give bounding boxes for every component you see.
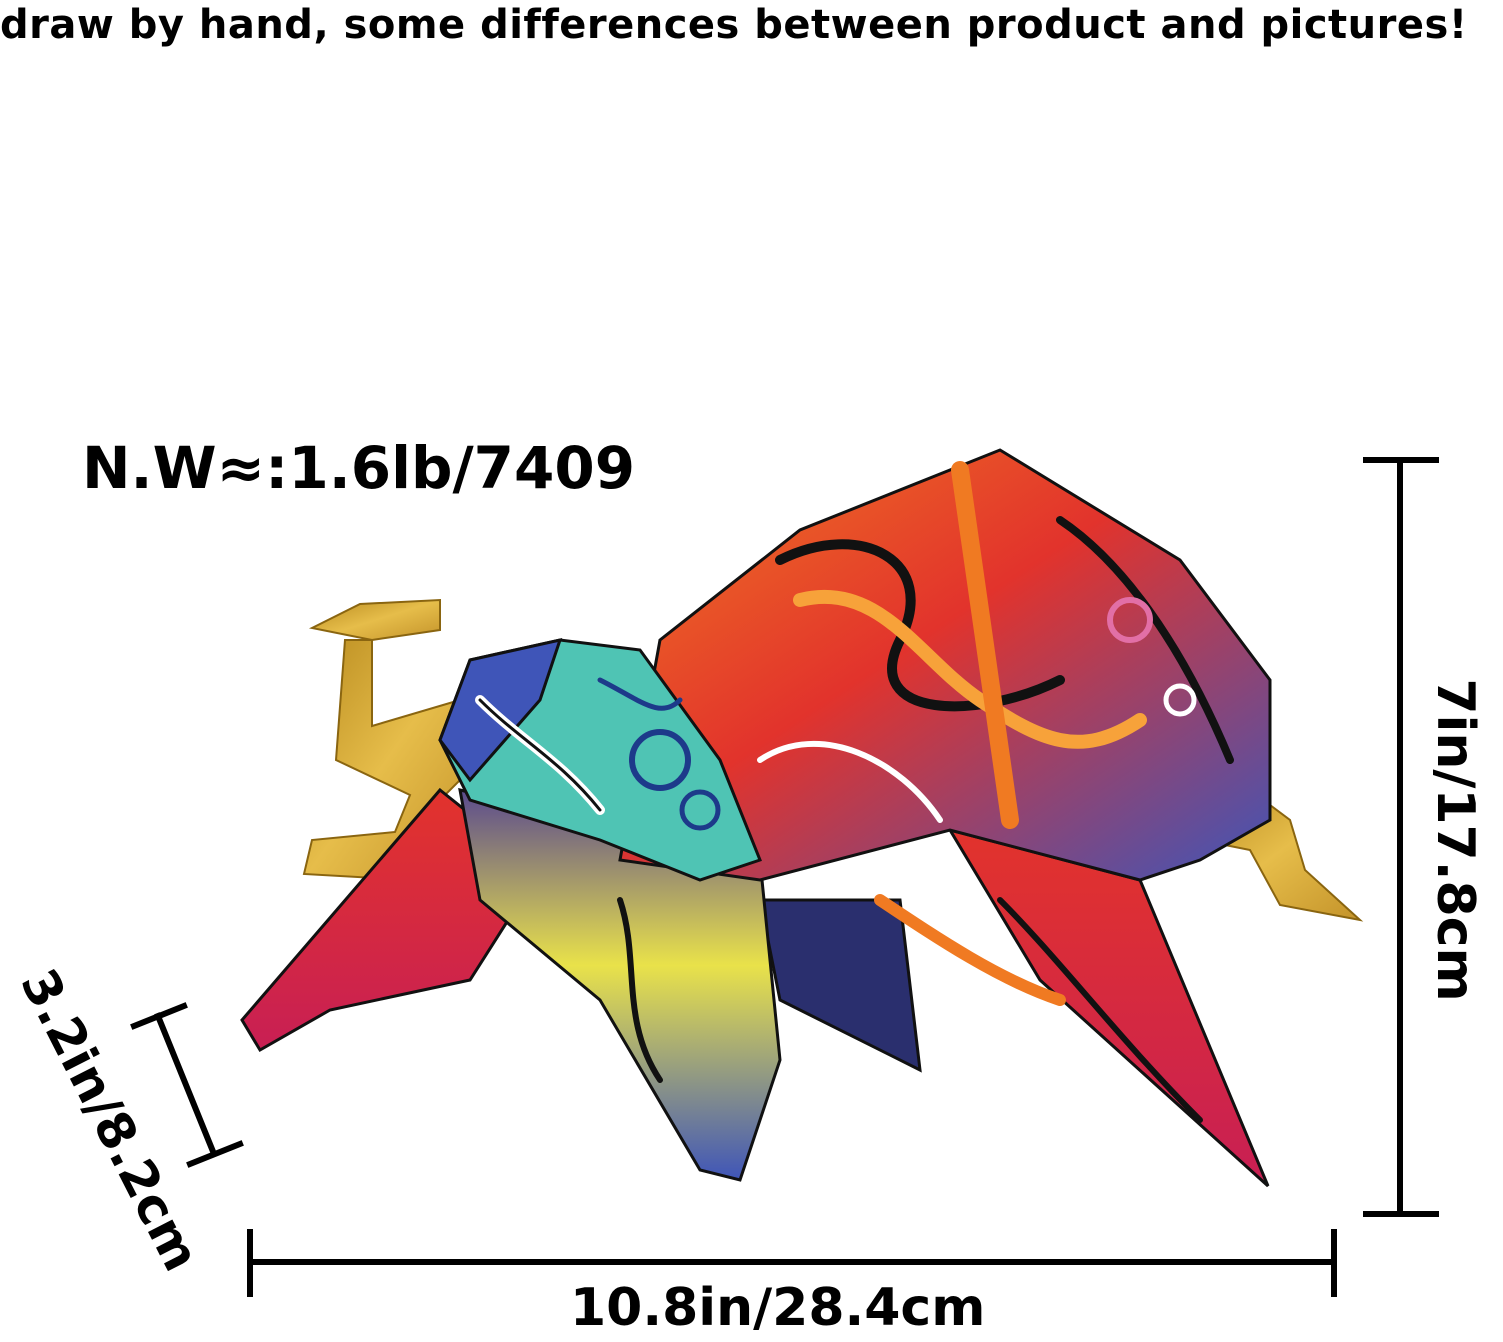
back-leg-right [946, 827, 1270, 1188]
notice-text: draw by hand, some differences between p… [0, 2, 1468, 48]
front-leg-center [458, 788, 782, 1182]
width-dimension-label: 10.8in/28.4cm [570, 1278, 986, 1338]
height-dimension-label: 7in/17.8cm [1425, 678, 1485, 1002]
depth-dimension-line [154, 1012, 218, 1158]
back-leg-left [758, 898, 922, 1073]
net-weight-label: N.W≈:1.6lb/7409 [82, 434, 636, 502]
